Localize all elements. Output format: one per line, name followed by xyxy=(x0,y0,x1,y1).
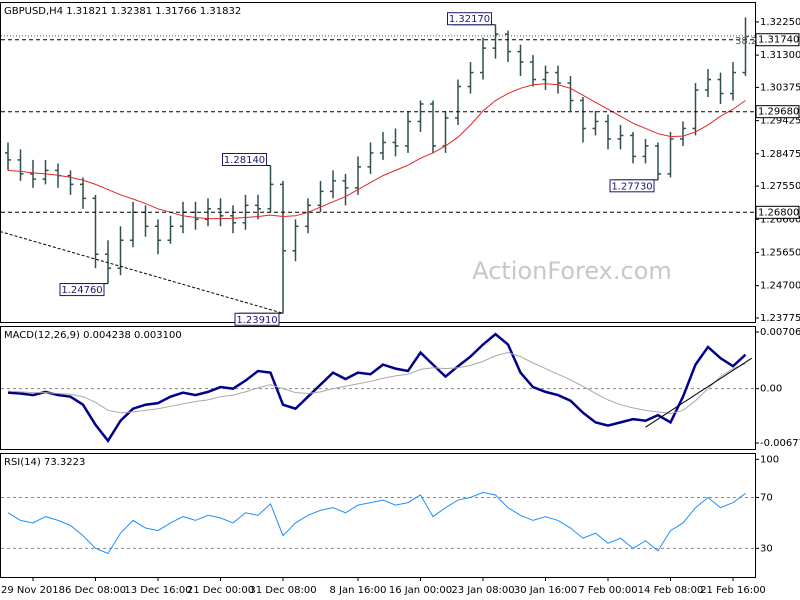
x-tick-label: 16 Jan 00:00 xyxy=(389,585,452,596)
x-tick-label: 13 Dec 16:00 xyxy=(124,585,191,596)
trendline xyxy=(0,231,284,314)
annotation-box xyxy=(222,152,267,166)
annotation-label: 1.27730 xyxy=(611,181,652,192)
y-tick-label: 1.31300 xyxy=(760,50,800,61)
panel-border xyxy=(0,2,756,323)
x-tick-label: 21 Feb 16:00 xyxy=(700,585,766,596)
panel-title: MACD(12,26,9) 0.004238 0.003100 xyxy=(4,330,182,341)
panel-border xyxy=(0,453,756,578)
y-tick-label: -0.006774 xyxy=(760,438,800,449)
y-tick-label: 1.26600 xyxy=(760,214,800,225)
indicator-line xyxy=(7,491,746,555)
level-box xyxy=(755,33,800,47)
moving-average xyxy=(7,83,746,220)
x-tick-label: 23 Jan 08:00 xyxy=(451,585,514,596)
y-tick-label: 1.23775 xyxy=(760,313,800,324)
y-tick-label: 1.24700 xyxy=(760,281,800,292)
level-label: 1.29680 xyxy=(758,107,799,118)
x-tick-label: 8 Jan 16:00 xyxy=(330,585,387,596)
level-label: 1.31740 xyxy=(758,35,799,46)
panel-border xyxy=(0,326,756,450)
annotation-label: 1.28140 xyxy=(224,155,265,166)
x-tick-label: 30 Jan 16:00 xyxy=(514,585,577,596)
y-tick-label: 1.30375 xyxy=(760,82,800,93)
y-tick-label: 70 xyxy=(760,493,773,504)
x-tick-label: 6 Dec 08:00 xyxy=(65,585,126,596)
panel-title: GBPUSD,H4 1.31821 1.32381 1.31766 1.3183… xyxy=(4,6,241,17)
y-tick-label: 1.27550 xyxy=(760,181,800,192)
trendline xyxy=(645,357,753,428)
y-tick-label: 1.25650 xyxy=(760,247,800,258)
annotation-label: 1.32170 xyxy=(449,14,490,25)
x-tick-label: 31 Dec 08:00 xyxy=(249,585,316,596)
y-tick-label: 1.28475 xyxy=(760,149,800,160)
watermark: ActionForex.com xyxy=(472,257,672,285)
annotation-label: 1.24760 xyxy=(61,285,102,296)
annotation-box xyxy=(447,12,492,26)
y-tick-label: 30 xyxy=(760,543,773,554)
level-box xyxy=(755,205,800,219)
x-tick-label: 29 Nov 2018 xyxy=(1,585,65,596)
level-box xyxy=(755,105,800,119)
y-tick-label: 0.007063 xyxy=(760,327,800,338)
annotation-label: 1.23910 xyxy=(236,315,277,326)
annotation-box xyxy=(59,283,105,297)
y-tick-label: 0.00 xyxy=(760,384,782,395)
annotation-box xyxy=(609,179,655,193)
y-tick-label: 100 xyxy=(760,454,779,465)
fib-label: 38.2 xyxy=(735,36,757,47)
panel-title: RSI(14) 73.3223 xyxy=(4,457,85,468)
x-tick-label: 7 Feb 00:00 xyxy=(578,585,637,596)
x-tick-label: 14 Feb 08:00 xyxy=(638,585,704,596)
y-tick-label: 1.29425 xyxy=(760,116,800,127)
annotation-box xyxy=(234,312,280,326)
y-tick-label: 1.32250 xyxy=(760,17,800,28)
level-label: 1.26800 xyxy=(758,207,799,218)
indicator-line xyxy=(7,332,747,443)
indicator-line xyxy=(7,352,746,415)
x-tick-label: 21 Dec 00:00 xyxy=(187,585,254,596)
